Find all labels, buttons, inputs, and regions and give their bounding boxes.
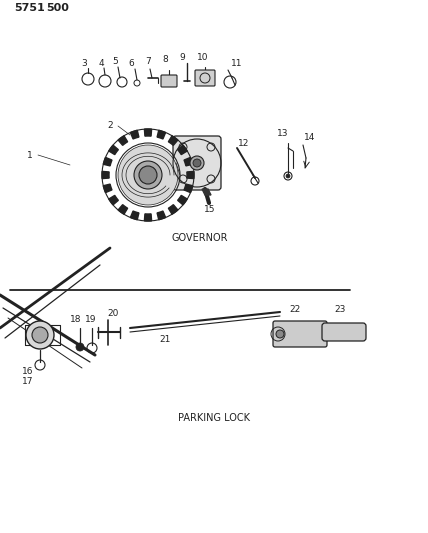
Text: 17: 17: [22, 377, 34, 386]
Polygon shape: [184, 157, 193, 166]
Text: PARKING LOCK: PARKING LOCK: [178, 413, 250, 423]
Polygon shape: [131, 211, 139, 220]
Text: 10: 10: [197, 53, 209, 62]
Text: 1: 1: [27, 150, 33, 159]
Circle shape: [193, 159, 201, 167]
Text: 9: 9: [179, 53, 185, 62]
Text: 21: 21: [159, 335, 171, 344]
Polygon shape: [168, 136, 178, 146]
Polygon shape: [202, 189, 211, 195]
Polygon shape: [157, 211, 166, 220]
Text: 12: 12: [238, 139, 250, 148]
Circle shape: [134, 161, 162, 189]
Circle shape: [139, 166, 157, 184]
Polygon shape: [144, 214, 152, 221]
Circle shape: [26, 321, 54, 349]
Polygon shape: [103, 157, 112, 166]
Circle shape: [76, 343, 84, 351]
Text: 22: 22: [289, 305, 300, 314]
Polygon shape: [178, 196, 187, 205]
Text: 16: 16: [22, 367, 34, 376]
FancyBboxPatch shape: [322, 323, 366, 341]
FancyBboxPatch shape: [195, 70, 215, 86]
Text: 14: 14: [304, 133, 316, 142]
FancyBboxPatch shape: [173, 136, 221, 190]
Polygon shape: [102, 172, 109, 179]
Polygon shape: [168, 205, 178, 214]
Text: 23: 23: [334, 305, 346, 314]
Text: 5751: 5751: [14, 3, 45, 13]
Circle shape: [276, 330, 284, 338]
Text: 3: 3: [81, 59, 87, 68]
Polygon shape: [131, 130, 139, 139]
Polygon shape: [178, 145, 187, 155]
Circle shape: [190, 156, 204, 170]
Text: 6: 6: [128, 59, 134, 68]
Text: 13: 13: [277, 128, 289, 138]
Polygon shape: [187, 172, 194, 179]
Polygon shape: [157, 130, 166, 139]
Text: 20: 20: [107, 310, 119, 319]
Polygon shape: [118, 205, 128, 214]
Circle shape: [32, 327, 48, 343]
Circle shape: [286, 174, 290, 178]
Polygon shape: [144, 129, 152, 136]
Text: 15: 15: [204, 205, 216, 214]
Text: 5: 5: [112, 58, 118, 67]
Text: 4: 4: [98, 59, 104, 68]
Text: 18: 18: [70, 316, 82, 325]
Circle shape: [118, 145, 178, 205]
Polygon shape: [109, 145, 119, 155]
FancyBboxPatch shape: [273, 321, 327, 347]
Text: 11: 11: [231, 59, 243, 68]
Polygon shape: [118, 136, 128, 146]
Polygon shape: [103, 184, 112, 192]
Text: 500: 500: [46, 3, 69, 13]
Polygon shape: [184, 184, 193, 192]
Text: 7: 7: [145, 58, 151, 67]
FancyBboxPatch shape: [161, 75, 177, 87]
Text: GOVERNOR: GOVERNOR: [172, 233, 228, 243]
Text: 2: 2: [107, 120, 113, 130]
Text: 8: 8: [162, 55, 168, 64]
Text: 19: 19: [85, 316, 97, 325]
Polygon shape: [109, 196, 119, 205]
